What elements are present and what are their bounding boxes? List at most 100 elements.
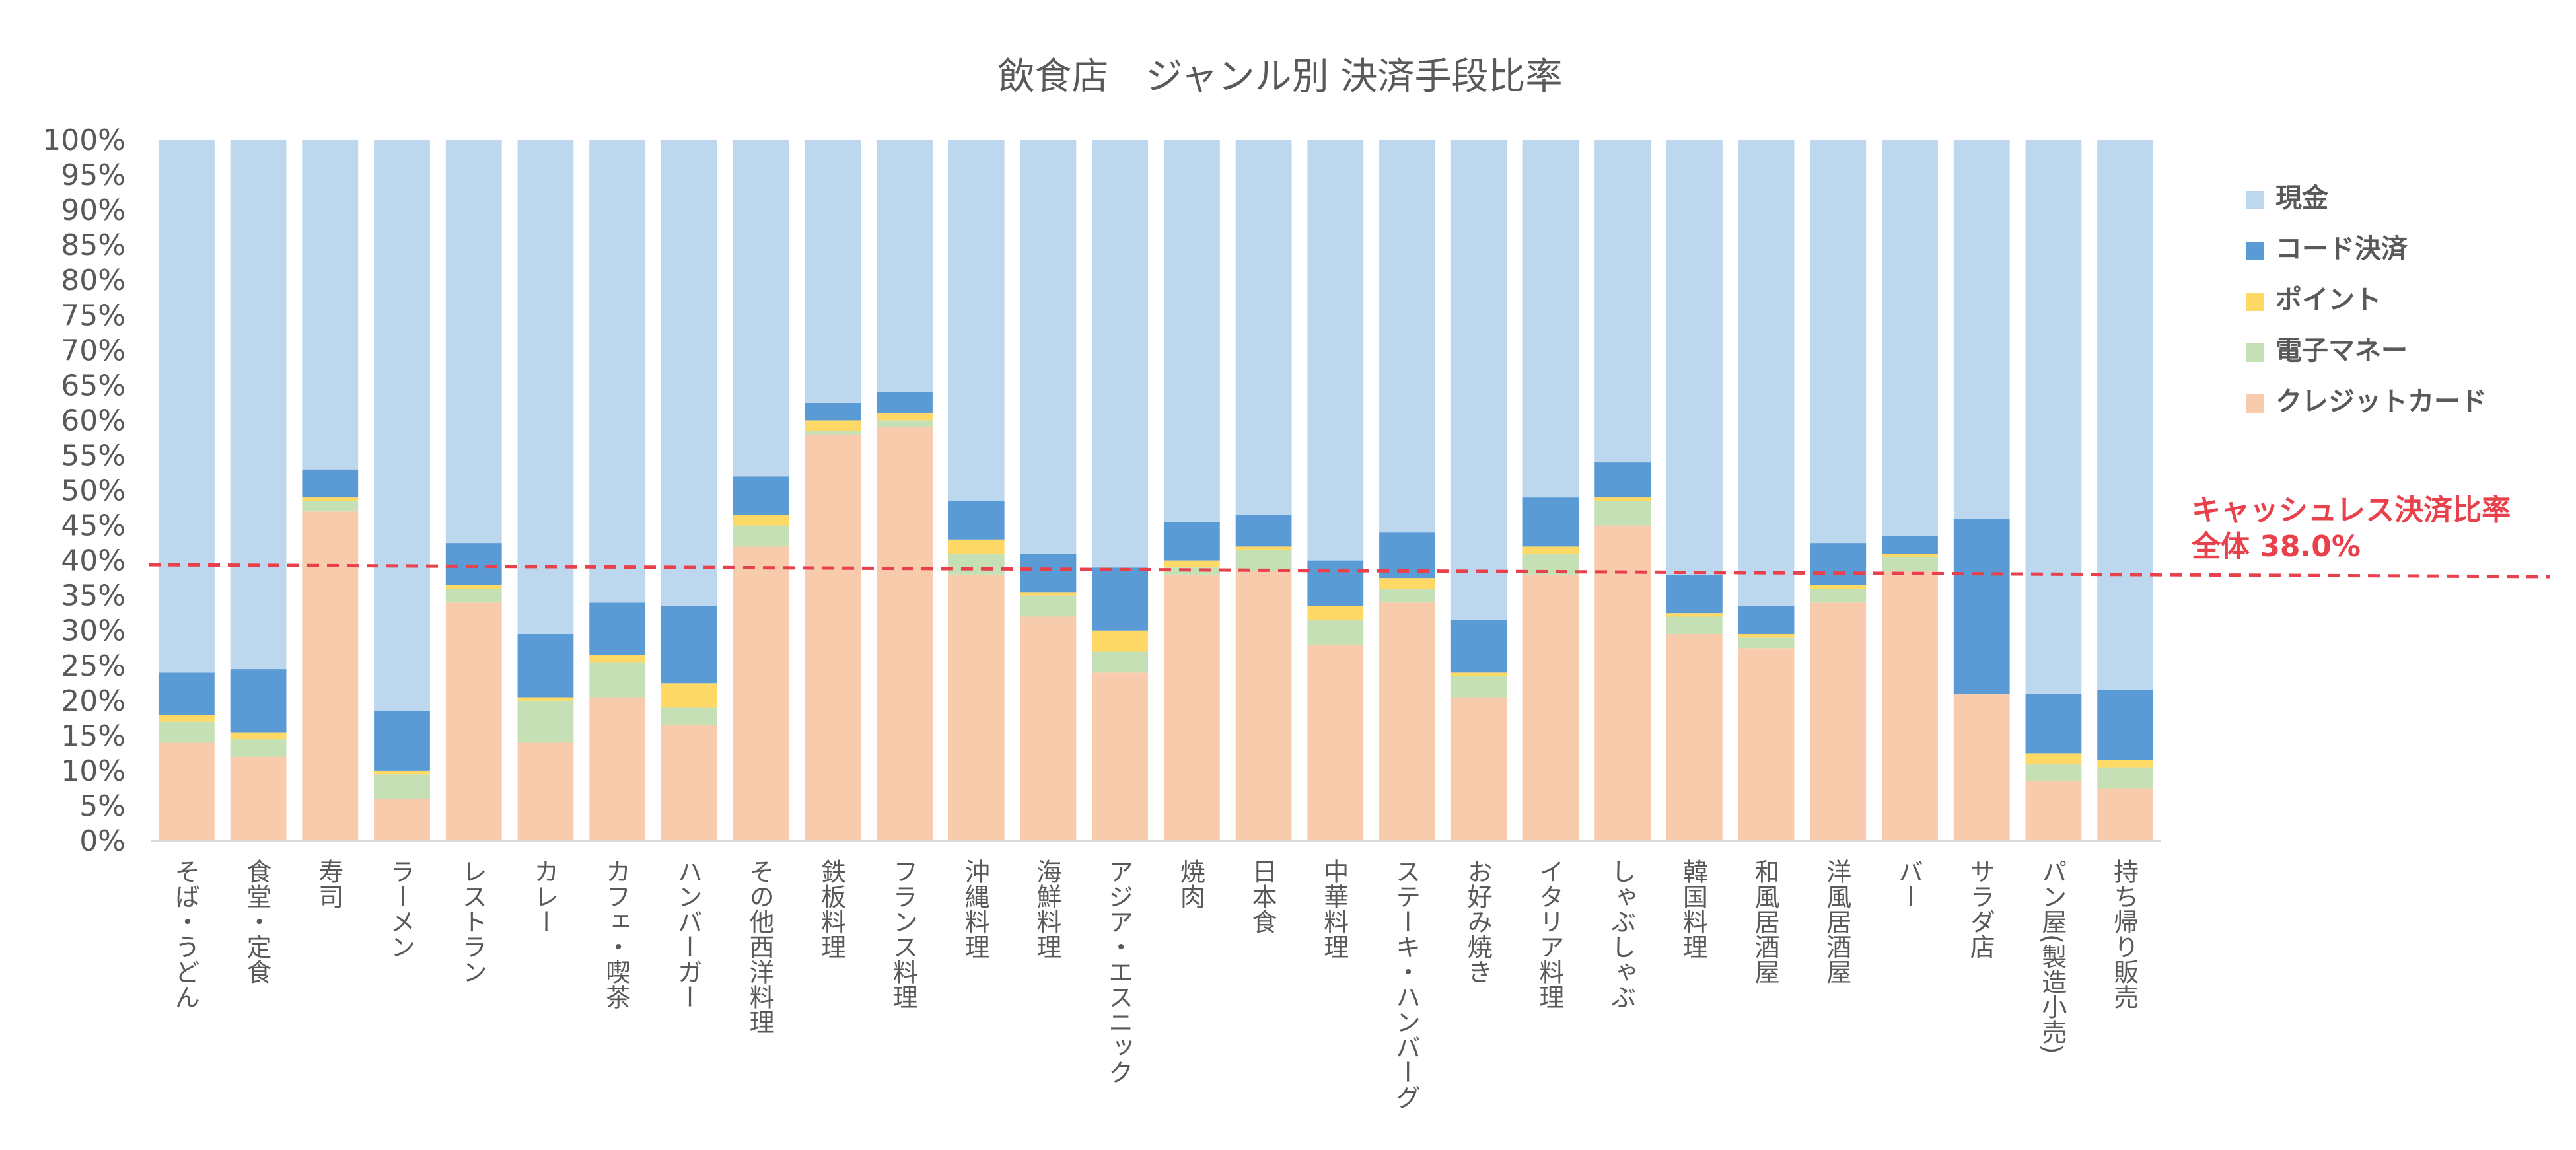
y-tick-label: 65%	[61, 369, 125, 402]
x-tick-label: 寿司	[314, 859, 343, 909]
bar-segment	[1522, 553, 1579, 575]
y-tick-label: 15%	[61, 719, 125, 753]
legend-label: コード決済	[2275, 234, 2408, 264]
bar-segment	[158, 742, 215, 841]
bar-segment	[230, 756, 287, 841]
bar-segment	[1882, 571, 1938, 841]
bar-segment	[805, 140, 861, 403]
bar-segment	[1738, 606, 1795, 635]
bar-segment	[1738, 634, 1795, 638]
bar-segment	[589, 662, 646, 698]
bar-segment	[158, 140, 215, 673]
bar-segment	[1810, 589, 1867, 603]
x-tick-label: そば・うどん	[170, 859, 199, 1009]
bar-segment	[1738, 648, 1795, 841]
bar-segment	[1953, 694, 2010, 841]
x-tick-label: アジア・エスニック	[1104, 859, 1133, 1085]
legend-label: 電子マネー	[2275, 336, 2408, 366]
bar-segment	[661, 725, 717, 841]
bar-segment	[158, 715, 215, 722]
bars-group	[158, 140, 2154, 841]
x-tick-label: 洋風居酒屋	[1822, 859, 1851, 984]
bar-segment	[1307, 620, 1364, 645]
x-tick-label: バー	[1894, 859, 1923, 909]
bar-segment	[661, 707, 717, 725]
bar-segment	[733, 515, 789, 526]
legend-swatch	[2246, 191, 2264, 209]
reference-line-value: 全体 38.0%	[2191, 530, 2361, 563]
bar-segment	[805, 402, 861, 421]
y-tick-label: 40%	[61, 544, 125, 578]
bar-segment	[1235, 515, 1292, 547]
bar-segment	[1235, 546, 1292, 550]
bar-segment	[158, 672, 215, 715]
bar-segment	[805, 420, 861, 431]
bar-segment	[1594, 501, 1651, 526]
bar-segment	[948, 140, 1005, 501]
bar-segment	[733, 476, 789, 515]
bar-segment	[733, 140, 789, 477]
bar-segment	[302, 469, 359, 498]
x-tick-label: 中華料理	[1320, 859, 1349, 959]
bar-segment	[374, 774, 430, 799]
bar-segment	[2025, 764, 2082, 781]
x-tick-label: その他西洋料理	[745, 859, 774, 1034]
bar-segment	[2025, 694, 2082, 754]
bar-segment	[1450, 140, 1507, 620]
bar-segment	[2097, 690, 2154, 760]
bar-segment	[374, 799, 430, 841]
x-tick-label: しゃぶしゃぶ	[1607, 859, 1636, 1009]
bar-segment	[1666, 574, 1723, 614]
x-tick-label: 海鮮料理	[1032, 859, 1061, 959]
bar-segment	[1810, 543, 1867, 585]
bar-segment	[302, 501, 359, 512]
bar-segment	[1020, 140, 1077, 554]
bar-segment	[1379, 602, 1435, 841]
bar-segment	[1163, 574, 1220, 841]
y-tick-label: 50%	[61, 474, 125, 508]
bar-segment	[2097, 760, 2154, 768]
bar-segment	[733, 525, 789, 547]
bar-segment	[589, 140, 646, 603]
bar-segment	[374, 140, 430, 711]
bar-segment	[1020, 592, 1077, 596]
bar-segment	[1163, 140, 1220, 522]
x-tick-label: 沖縄料理	[960, 859, 989, 959]
bar-segment	[2097, 140, 2154, 690]
bar-segment	[374, 770, 430, 775]
bar-segment	[1163, 567, 1220, 575]
bar-segment	[1594, 140, 1651, 463]
bar-segment	[877, 427, 933, 841]
y-tick-label: 20%	[61, 684, 125, 718]
bar-segment	[1307, 560, 1364, 606]
bar-segment	[1235, 571, 1292, 841]
bar-segment	[1522, 574, 1579, 841]
bar-segment	[1882, 140, 1938, 536]
x-tick-label: レストラン	[458, 859, 487, 984]
y-tick-label: 85%	[61, 229, 125, 262]
y-tick-label: 95%	[61, 159, 125, 192]
legend-swatch	[2246, 293, 2264, 311]
y-tick-label: 30%	[61, 614, 125, 648]
bar-segment	[661, 140, 717, 606]
bar-segment	[230, 739, 287, 757]
y-tick-label: 5%	[79, 789, 125, 823]
y-tick-label: 25%	[61, 649, 125, 683]
bar-segment	[2025, 781, 2082, 841]
x-tick-label: 和風居酒屋	[1750, 859, 1779, 984]
bar-segment	[1307, 606, 1364, 620]
bar-segment	[1738, 637, 1795, 649]
bar-segment	[589, 697, 646, 841]
y-tick-label: 55%	[61, 439, 125, 472]
bar-segment	[1882, 536, 1938, 554]
bar-segment	[1738, 140, 1795, 606]
bar-segment	[230, 669, 287, 733]
x-tick-label: お好み焼き	[1463, 859, 1492, 984]
bar-segment	[948, 574, 1005, 841]
bar-segment	[1163, 560, 1220, 568]
bar-segment	[517, 700, 574, 743]
bar-segment	[1450, 672, 1507, 676]
legend-label: 現金	[2275, 183, 2329, 213]
x-tick-label: パン屋(製造小売)	[2038, 859, 2067, 1054]
bar-segment	[517, 140, 574, 635]
